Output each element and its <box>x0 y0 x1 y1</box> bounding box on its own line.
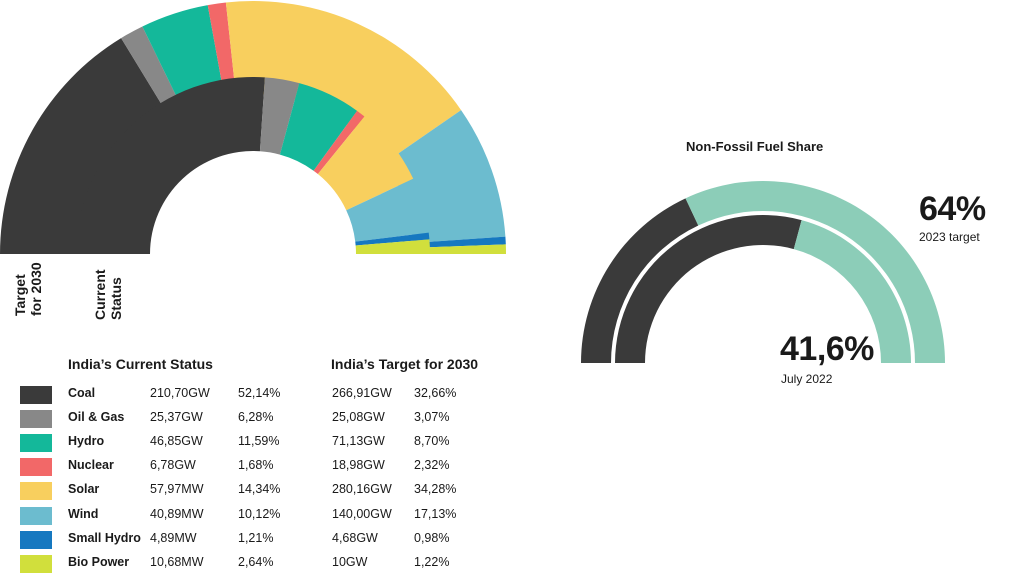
legend-cell-name: Oil & Gas <box>68 410 125 425</box>
legend-cell-target-pct: 0,98% <box>414 530 450 545</box>
legend-swatch <box>20 458 52 477</box>
legend-row: Oil & Gas 25,37GW 6,28% 25,08GW 3,07% <box>20 407 480 431</box>
target-slice-solar <box>225 1 462 163</box>
legend-row: Wind 40,89MW 10,12% 140,00GW 17,13% <box>20 504 480 528</box>
legend-cell-target-pct: 2,32% <box>414 458 450 473</box>
legend-cell-current-pct: 52,14% <box>238 386 281 400</box>
legend-row: Nuclear 6,78GW 1,68% 18,98GW 2,32% <box>20 455 480 479</box>
legend-cell-target: 18,98GW <box>332 458 385 473</box>
non-fossil-current-ring <box>615 215 911 363</box>
legend-cell-current-pct: 2,64% <box>238 554 274 569</box>
legend-swatch <box>20 410 52 429</box>
legend-cell-current: 210,70GW <box>150 386 210 400</box>
legend-cell-current: 40,89MW <box>150 506 204 521</box>
ring-label-target: Target for 2030 <box>12 262 44 316</box>
target-share-caption: 2023 target <box>919 230 980 244</box>
current-slice-solar <box>317 116 414 211</box>
legend-cell-name: Nuclear <box>68 458 114 473</box>
legend-cell-current: 46,85GW <box>150 434 203 449</box>
legend-cell-target-pct: 3,07% <box>414 410 450 425</box>
legend-cell-target-pct: 17,13% <box>414 506 457 521</box>
target-slice-bio-power <box>412 244 506 254</box>
table-header-target: India’s Target for 2030 <box>331 356 479 372</box>
legend-row: Bio Power 10,68MW 2,64% 10GW 1,22% <box>20 552 480 576</box>
target-slice-hydro <box>142 5 225 111</box>
legend-cell-current-pct: 11,59% <box>238 434 280 449</box>
legend-row: Hydro 46,85GW 11,59% 71,13GW 8,70% <box>20 431 480 455</box>
legend-cell-target-pct: 8,70% <box>414 434 450 449</box>
legend-cell-target: 25,08GW <box>332 410 385 425</box>
current-share-value: 41,6% <box>780 330 874 368</box>
legend-swatch <box>20 506 52 525</box>
current-slice-bio-power <box>355 239 430 254</box>
legend-cell-current: 25,37GW <box>150 410 203 425</box>
target-share-value: 64% <box>919 190 986 228</box>
current-slice-small-hydro <box>355 232 430 246</box>
legend-cell-target-pct: 1,22% <box>414 554 450 569</box>
legend-row: Solar 57,97MW 14,34% 280,16GW 34,28% <box>20 479 480 503</box>
target-non-fossil-segment <box>685 181 945 363</box>
legend-cell-current-pct: 1,68% <box>238 458 274 473</box>
current-slice-hydro <box>279 83 358 171</box>
legend-cell-name: Wind <box>68 506 99 521</box>
current-slice-coal <box>76 77 265 255</box>
legend-cell-target: 266,91GW <box>332 386 392 400</box>
legend-cell-target: 71,13GW <box>332 434 385 449</box>
target-fossil-segment <box>581 198 699 363</box>
current-fossil-segment <box>615 215 802 363</box>
legend-cell-name: Hydro <box>68 434 105 449</box>
legend-cell-target: 10GW <box>332 554 368 569</box>
target-slice-nuclear <box>207 2 236 97</box>
non-fossil-target-ring <box>581 181 945 363</box>
legend-cell-target: 4,68GW <box>332 530 378 545</box>
legend-cell-current: 6,78GW <box>150 458 196 473</box>
legend-cell-current-pct: 10,12% <box>238 506 281 521</box>
legend-swatch <box>20 434 52 453</box>
legend-cell-name: Solar <box>68 482 100 497</box>
current-slice-nuclear <box>313 110 365 175</box>
legend-cell-target: 280,16GW <box>332 482 392 497</box>
current-non-fossil-segment <box>793 220 911 363</box>
legend-cell-current: 57,97MW <box>150 482 204 497</box>
legend-swatch <box>20 482 52 501</box>
target-slice-small-hydro <box>412 236 506 248</box>
target-slice-oil-and-gas <box>121 26 184 118</box>
legend-swatch <box>20 386 52 404</box>
legend-swatch <box>20 554 52 573</box>
table-header-current: India’s Current Status <box>68 356 213 372</box>
ring-label-current: Current Status <box>92 269 124 320</box>
current-status-ring <box>76 77 430 255</box>
legend-cell-current-pct: 6,28% <box>238 410 274 425</box>
target-slice-coal <box>0 38 170 254</box>
current-share-caption: July 2022 <box>781 372 833 386</box>
legend-cell-name: Bio Power <box>68 554 130 569</box>
current-slice-wind <box>346 178 429 242</box>
legend-cell-current-pct: 1,21% <box>238 530 274 545</box>
legend-row: Coal 210,70GW 52,14% 266,91GW 32,66% <box>20 383 480 407</box>
legend-cell-current: 10,68MW <box>150 554 204 569</box>
legend-swatch <box>20 530 52 549</box>
legend-cell-current-pct: 14,34% <box>238 482 281 497</box>
legend-cell-target-pct: 34,28% <box>414 482 457 497</box>
legend-cell-current: 4,89MW <box>150 530 197 545</box>
current-slice-oil-and-gas <box>259 77 300 155</box>
legend-cell-target: 140,00GW <box>332 506 392 521</box>
legend-cell-name: Small Hydro <box>68 530 141 545</box>
non-fossil-title: Non-Fossil Fuel Share <box>686 139 824 154</box>
legend-cell-target-pct: 32,66% <box>414 386 457 400</box>
legend-row: Small Hydro 4,89MW 1,21% 4,68GW 0,98% <box>20 528 480 552</box>
legend-cell-name: Coal <box>68 386 96 400</box>
